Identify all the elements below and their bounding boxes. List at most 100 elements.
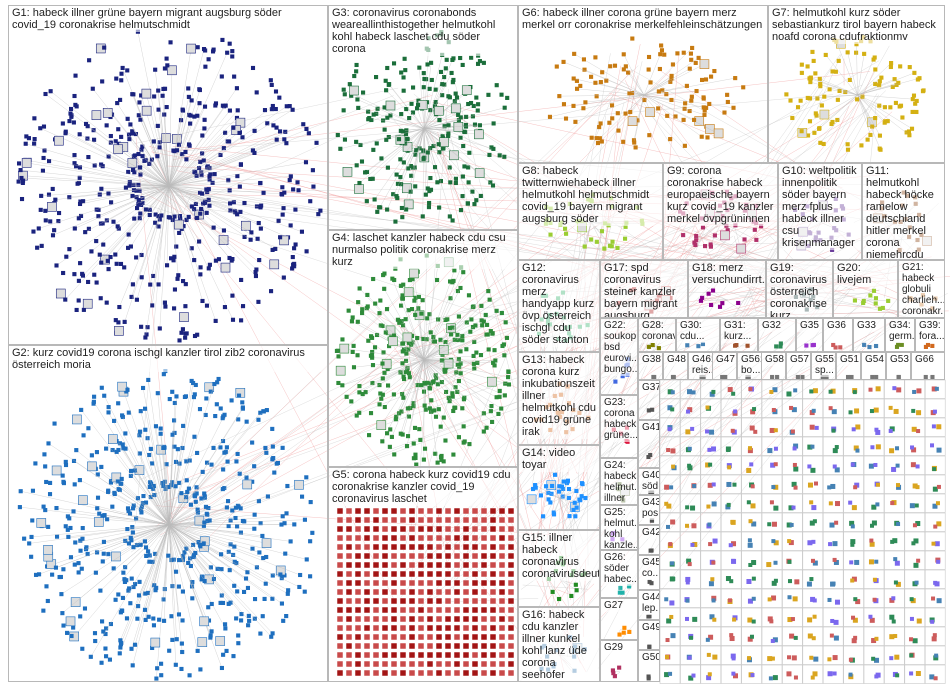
node <box>143 617 148 623</box>
node <box>270 103 275 109</box>
node <box>417 597 425 605</box>
edge <box>65 133 170 187</box>
node <box>894 344 900 349</box>
mini-group <box>924 455 946 475</box>
node <box>453 543 461 551</box>
node <box>284 104 289 109</box>
node <box>471 361 476 366</box>
node <box>831 342 836 348</box>
node <box>710 288 716 293</box>
group-nodes <box>670 374 677 379</box>
node <box>123 185 128 190</box>
mini-group <box>782 493 803 513</box>
node <box>563 226 568 231</box>
node <box>458 371 463 376</box>
node <box>219 665 224 671</box>
node <box>935 501 940 506</box>
edge <box>97 508 170 525</box>
node <box>204 396 209 401</box>
node <box>727 598 732 603</box>
edge <box>423 128 453 221</box>
group-label: G42 <box>639 526 659 539</box>
node <box>453 180 458 186</box>
edge <box>630 94 645 113</box>
node <box>485 322 490 327</box>
edge <box>168 524 180 615</box>
node <box>281 618 286 623</box>
node <box>399 624 407 632</box>
node <box>789 405 794 410</box>
node <box>494 308 499 313</box>
node <box>388 427 393 432</box>
node <box>665 638 670 643</box>
node <box>748 446 753 451</box>
node <box>234 616 239 621</box>
mini-group <box>659 569 681 589</box>
node <box>920 89 925 94</box>
node <box>132 468 137 473</box>
node <box>774 344 779 349</box>
node <box>809 577 814 582</box>
mini-group <box>782 398 803 418</box>
node <box>281 206 286 211</box>
node <box>177 230 182 235</box>
node <box>462 633 470 641</box>
node <box>787 579 792 584</box>
node <box>795 105 801 110</box>
node <box>192 333 198 339</box>
edge <box>416 323 536 468</box>
edge <box>168 524 291 542</box>
group-nodes <box>862 342 879 350</box>
edge <box>168 185 257 277</box>
node <box>121 570 126 575</box>
node <box>435 633 443 641</box>
node <box>667 389 673 395</box>
node <box>43 91 48 97</box>
node <box>807 119 813 124</box>
node <box>87 461 97 472</box>
group-label: G27 <box>601 599 637 612</box>
node <box>872 597 877 602</box>
node <box>138 165 143 170</box>
node <box>245 585 251 590</box>
node <box>681 233 686 238</box>
node <box>577 497 582 502</box>
mini-group <box>741 474 762 494</box>
node <box>252 464 257 469</box>
node <box>345 552 353 560</box>
node <box>819 109 830 120</box>
group-label: G30: cdu... <box>677 319 719 343</box>
mini-group <box>659 398 681 418</box>
node <box>646 454 651 460</box>
edge <box>101 185 170 263</box>
node <box>895 446 900 451</box>
node <box>166 215 171 220</box>
node <box>372 507 380 515</box>
node <box>399 552 407 560</box>
edge <box>359 359 425 387</box>
node <box>507 642 515 650</box>
node <box>700 225 706 230</box>
edge <box>810 77 858 96</box>
node <box>236 504 241 509</box>
node <box>460 174 465 179</box>
node <box>96 207 101 212</box>
node <box>86 155 91 160</box>
edge <box>519 227 928 682</box>
node <box>471 561 479 569</box>
node <box>372 615 380 623</box>
edge <box>104 515 170 525</box>
group-panel: G2: kurz covid19 corona ischgl kanzler t… <box>8 345 328 682</box>
node <box>363 561 371 569</box>
node <box>138 429 143 434</box>
group-label: G29 <box>601 641 637 654</box>
node <box>292 246 297 251</box>
node <box>393 219 398 224</box>
mini-group <box>659 645 681 665</box>
node <box>156 224 161 229</box>
node <box>687 446 692 451</box>
node <box>786 391 792 397</box>
node <box>850 542 855 547</box>
mini-group <box>761 512 783 532</box>
edge <box>168 150 174 187</box>
